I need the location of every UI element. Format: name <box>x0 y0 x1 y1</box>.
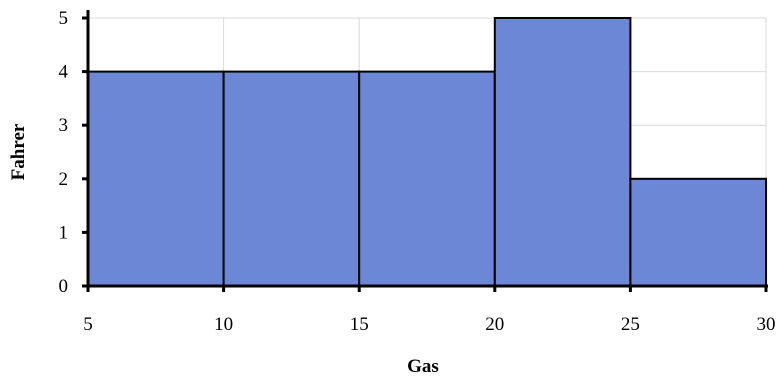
x-tick-label: 20 <box>485 314 504 335</box>
histogram-bar-3 <box>358 70 496 287</box>
x-tick-labels: 5 10 15 20 25 30 <box>83 286 776 335</box>
x-tick-label: 5 <box>83 314 93 335</box>
histogram-bar-5 <box>629 177 768 287</box>
y-tick-labels: 0 1 2 3 4 5 <box>59 8 88 297</box>
histogram-bar-1 <box>87 70 225 287</box>
axes <box>83 10 768 291</box>
histogram-bar-4 <box>493 17 632 287</box>
y-axis-title: Fahrer <box>8 123 29 180</box>
y-tick-label: 2 <box>59 169 69 190</box>
x-axis-title: Gas <box>407 356 439 377</box>
y-tick-label: 1 <box>59 222 69 243</box>
y-tick-label: 3 <box>59 115 69 136</box>
y-tick-label: 4 <box>59 62 69 83</box>
x-tick-label: 10 <box>214 314 233 335</box>
y-tick-label: 5 <box>59 8 69 29</box>
x-tick-label: 15 <box>350 314 369 335</box>
x-tick-label: 25 <box>621 314 640 335</box>
y-tick-label: 0 <box>59 276 69 297</box>
x-tick-label: 30 <box>757 314 776 335</box>
bars <box>87 17 768 287</box>
histogram-bar-2 <box>222 70 361 287</box>
